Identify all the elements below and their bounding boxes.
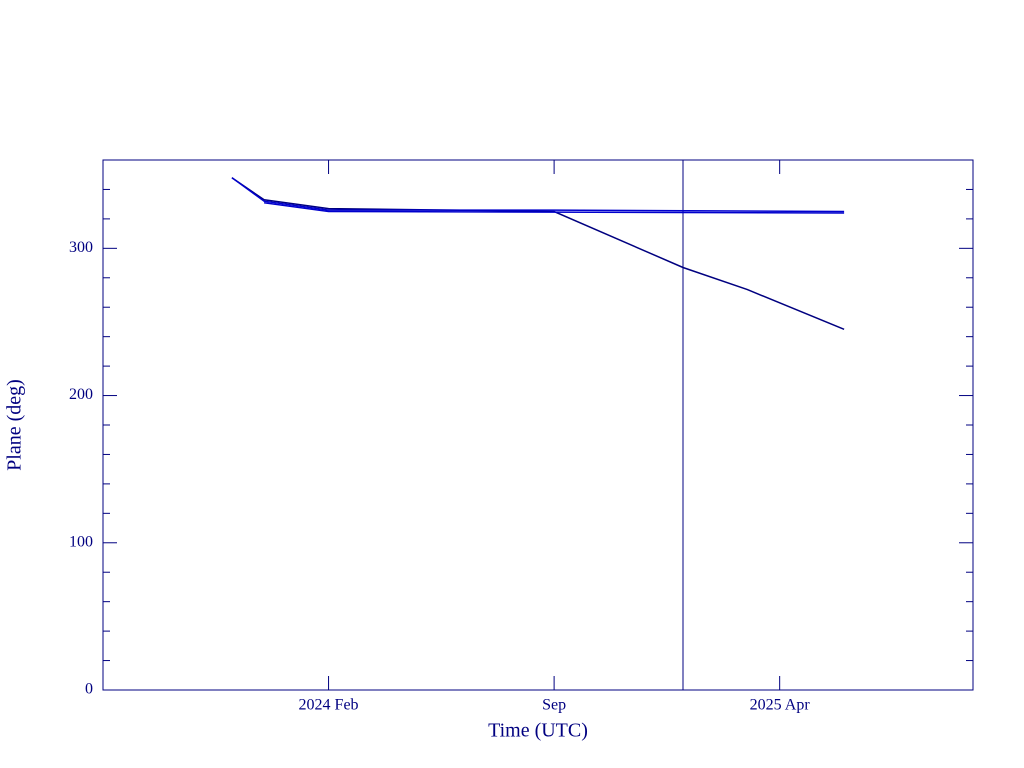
x-tick-label: 2024 Feb xyxy=(299,697,359,714)
y-tick-label: 300 xyxy=(69,239,93,256)
x-tick-label: 2025 Apr xyxy=(750,697,811,714)
y-axis-label: Plane (deg) xyxy=(4,379,26,471)
x-axis-label: Time (UTC) xyxy=(488,720,588,742)
data-line xyxy=(231,177,845,330)
plot-frame xyxy=(102,159,974,691)
data-line xyxy=(263,201,845,214)
y-tick-label: 200 xyxy=(69,386,93,403)
y-tick-label: 0 xyxy=(85,681,93,698)
x-tick-label: Sep xyxy=(542,697,566,714)
y-tick-label: 100 xyxy=(69,533,93,550)
data-line xyxy=(231,177,845,213)
